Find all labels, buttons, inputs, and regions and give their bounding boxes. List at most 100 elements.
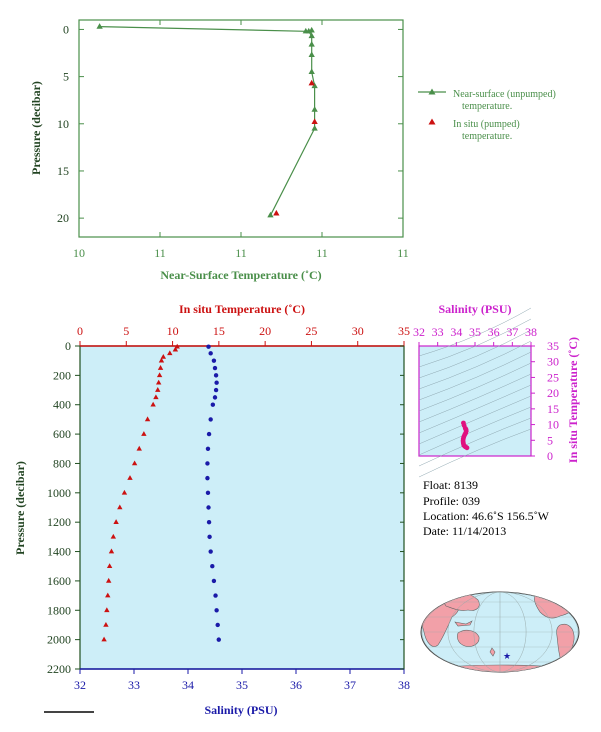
near-surface-temperature-point — [267, 211, 274, 218]
location: Location: 46.6˚S 156.5˚W — [423, 509, 550, 523]
density-contour — [418, 351, 532, 401]
top-plot-frame — [78, 19, 404, 238]
ts-x-tick-label: 34 — [450, 325, 462, 339]
ts-y-tick-label: 35 — [547, 339, 559, 353]
temperature-point — [155, 379, 162, 385]
temperature-point — [110, 533, 117, 539]
density-contour — [418, 395, 532, 445]
salinity-tick-label: 37 — [344, 678, 356, 692]
pressure-tick-label: 800 — [53, 456, 71, 470]
pressure-tick-label: 1600 — [47, 574, 71, 588]
top-y-tick-label: 5 — [63, 70, 69, 84]
profile-plot-frame — [79, 345, 405, 670]
ts-x-tick-label: 35 — [469, 325, 481, 339]
temperature-point — [121, 489, 128, 495]
legend-label-near-surface: Near-surface (unpumped) temperature. — [453, 89, 556, 112]
float-location-marker: ★ — [503, 651, 511, 661]
ts-y-axis-label: In situ Temperature (˚C) — [566, 337, 580, 463]
temperature-tick-label: 25 — [305, 324, 317, 338]
temperature-point — [172, 346, 179, 352]
temperature-tick-label: 15 — [213, 324, 225, 338]
salinity-point — [205, 446, 211, 451]
pressure-tick-label: 400 — [53, 398, 71, 412]
float-id: Float: 8139 — [423, 478, 478, 492]
top-x-tick-label: 11 — [397, 246, 409, 260]
in-situ-temperature-point — [273, 209, 280, 216]
ts-x-tick-label: 32 — [413, 325, 425, 339]
date: Date: 11/14/2013 — [423, 524, 506, 538]
temperature-point — [158, 357, 165, 363]
salinity-point — [214, 380, 219, 385]
ts-y-tick-label: 10 — [547, 418, 559, 432]
near-surface-temperature-point — [308, 51, 315, 58]
density-contour — [418, 428, 532, 478]
top-x-tick-label: 11 — [235, 246, 247, 260]
temperature-point — [157, 365, 164, 370]
ts-y-tick-label: 20 — [547, 386, 559, 400]
top-y-tick-label: 15 — [57, 164, 69, 178]
density-contour — [418, 340, 532, 390]
temperature-point — [106, 563, 113, 569]
temperature-point — [101, 636, 107, 642]
top-x-axis-label: Near-Surface Temperature (˚C) — [160, 268, 321, 282]
salinity-point — [214, 608, 219, 613]
temperature-point — [174, 343, 180, 349]
salinity-tick-label: 36 — [290, 678, 302, 692]
ts-point — [464, 445, 470, 451]
near-surface-temperature-point — [308, 41, 315, 47]
ts-plot-frame — [418, 345, 532, 457]
salinity-point — [206, 519, 212, 525]
bottom-salinity-axis-label: Salinity (PSU) — [204, 703, 277, 717]
salinity-point — [210, 402, 216, 407]
profile-y-axis-label: Pressure (decibar) — [13, 461, 27, 555]
near-surface-temperature-point — [96, 23, 103, 29]
density-contour — [418, 329, 532, 379]
salinity-point — [216, 637, 221, 642]
density-contour — [418, 384, 532, 434]
temperature-point — [103, 621, 109, 627]
temperature-point — [150, 401, 156, 407]
temperature-tick-label: 0 — [77, 324, 83, 338]
pressure-tick-label: 2200 — [47, 662, 71, 676]
temperature-point — [167, 350, 173, 356]
salinity-point — [212, 365, 218, 371]
top-x-tick-label: 11 — [154, 246, 166, 260]
density-contour — [418, 362, 532, 412]
temperature-point — [156, 372, 163, 378]
salinity-point — [205, 490, 211, 496]
float-info: Float: 8139 Profile: 039 Location: 46.6˚… — [423, 478, 550, 538]
salinity-point — [205, 475, 210, 481]
density-contour — [418, 307, 532, 357]
salinity-point — [213, 387, 219, 393]
pressure-tick-label: 600 — [53, 427, 71, 441]
salinity-point — [210, 564, 215, 569]
salinity-point — [215, 622, 220, 628]
footer-scribble — [44, 711, 94, 713]
pressure-tick-label: 2000 — [47, 633, 71, 647]
near-surface-temperature-point — [311, 125, 318, 131]
profile-chart: 0 5 10 15 20 25 30 35 32 33 34 35 36 37 38 0 200 400 600 80… — [13, 302, 410, 717]
location-map: ★ — [420, 591, 580, 673]
salinity-tick-label: 35 — [236, 678, 248, 692]
legend-label-in-situ: In situ (pumped) temperature. — [453, 119, 520, 142]
salinity-point — [212, 395, 218, 400]
salinity-point — [206, 344, 211, 349]
ts-y-tick-label: 30 — [547, 355, 559, 369]
ts-y-tick-label: 0 — [547, 449, 553, 463]
ts-y-tick-label: 5 — [547, 433, 553, 447]
top-x-tick-label: 11 — [316, 246, 328, 260]
salinity-point — [211, 578, 217, 584]
temperature-tick-label: 5 — [123, 324, 129, 338]
top-y-tick-label: 20 — [57, 211, 69, 225]
temperature-point — [155, 387, 161, 392]
temperature-tick-label: 20 — [259, 324, 271, 338]
footer-mark — [44, 711, 94, 713]
temperature-point — [105, 592, 111, 598]
salinity-point — [213, 593, 218, 598]
temperature-point — [108, 548, 115, 554]
salinity-tick-label: 34 — [182, 678, 194, 692]
near-surface-temperature-point — [311, 82, 318, 89]
temperature-point — [104, 607, 110, 613]
